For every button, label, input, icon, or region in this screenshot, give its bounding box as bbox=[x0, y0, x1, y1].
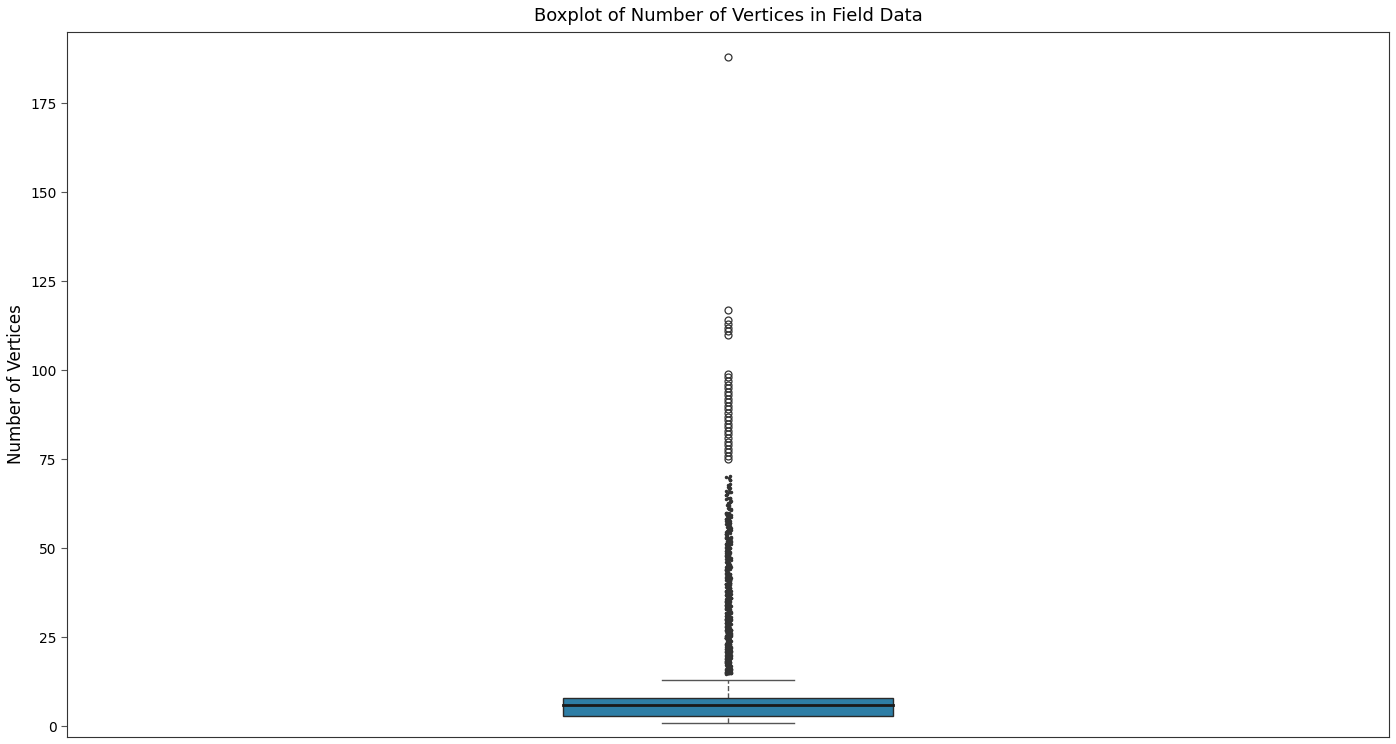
Title: Boxplot of Number of Vertices in Field Data: Boxplot of Number of Vertices in Field D… bbox=[533, 7, 923, 25]
Bar bbox=[563, 698, 893, 716]
Y-axis label: Number of Vertices: Number of Vertices bbox=[7, 304, 25, 464]
